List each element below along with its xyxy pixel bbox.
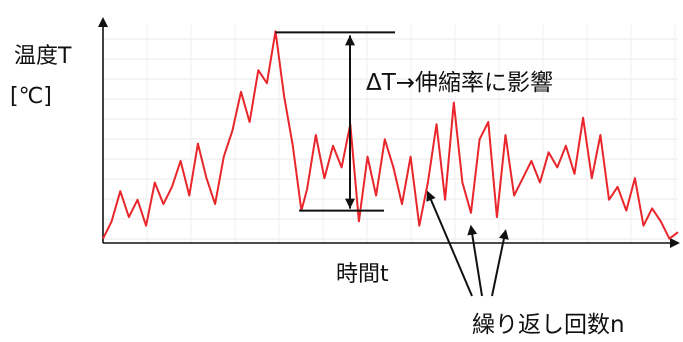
y-axis-unit: [℃] (10, 84, 52, 109)
chart-axes (98, 17, 680, 248)
x-axis-label: 時間t (336, 262, 389, 287)
series-line (102, 30, 679, 240)
temperature-series (102, 30, 679, 240)
repeat-count-annotation: 繰り返し回数n (472, 312, 625, 338)
repeat-arrow (467, 224, 483, 297)
repeat-arrow (491, 229, 509, 297)
grid-lines (103, 25, 678, 243)
repeat-arrow (426, 190, 473, 297)
delta-annotation: ΔT→伸縮率に影響 (366, 70, 554, 96)
annotation-marks (275, 31, 509, 297)
y-axis-label: 温度T (14, 44, 72, 69)
